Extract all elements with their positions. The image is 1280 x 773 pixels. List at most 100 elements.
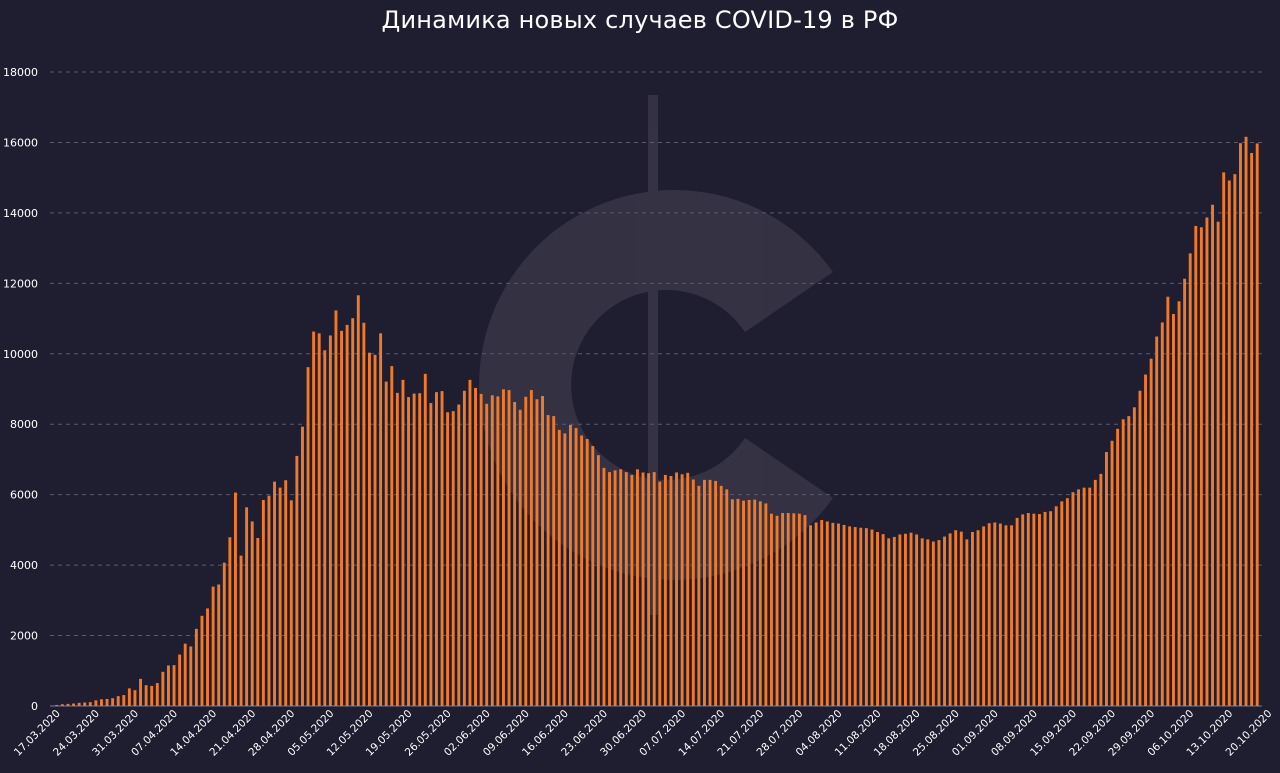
bar [658, 481, 662, 706]
bar [1216, 221, 1220, 706]
y-tick-label: 18000 [3, 66, 38, 79]
bar [552, 416, 556, 706]
bar [122, 695, 126, 706]
bar [407, 397, 410, 706]
bar [356, 295, 360, 706]
bar [859, 527, 863, 706]
bar [686, 472, 690, 706]
bar [1071, 492, 1075, 706]
bar [306, 367, 310, 706]
bar [1082, 487, 1086, 706]
bar [178, 654, 182, 706]
bar [200, 615, 204, 706]
bar [904, 533, 907, 706]
bar [507, 390, 511, 706]
bar [636, 469, 639, 706]
bar [496, 396, 500, 706]
bar [591, 446, 595, 706]
y-tick-label: 0 [31, 700, 38, 713]
bar [1138, 390, 1142, 706]
bar [1149, 358, 1153, 706]
bar [440, 391, 444, 706]
data-label: 15971 [1237, 0, 1272, 3]
bar [468, 379, 472, 706]
bar [546, 415, 550, 706]
bar [228, 537, 232, 706]
bar [931, 541, 935, 706]
bar [730, 499, 734, 706]
bar [150, 685, 154, 706]
bar [569, 424, 572, 706]
bar [451, 411, 455, 706]
bar [345, 324, 349, 706]
bar [301, 426, 304, 706]
bar [267, 495, 271, 706]
x-axis-ticks: 17.03.202024.03.202031.03.202007.04.2020… [12, 708, 1275, 759]
bar [758, 501, 762, 706]
bar [943, 536, 946, 706]
bar [1155, 336, 1159, 706]
bar [982, 526, 986, 706]
bar [1054, 506, 1058, 706]
bar [83, 702, 87, 706]
bar [753, 499, 757, 706]
bar [675, 472, 678, 706]
bar [373, 354, 377, 706]
bar [105, 698, 109, 706]
bar [820, 520, 824, 706]
bar [613, 470, 617, 706]
bar [1250, 153, 1254, 706]
bar [111, 698, 115, 706]
bar [954, 530, 958, 706]
bar [1239, 143, 1242, 706]
bar [541, 396, 544, 706]
bar [809, 525, 812, 706]
bar [1026, 512, 1030, 706]
bar [340, 330, 343, 706]
bar [435, 392, 438, 706]
bar [775, 515, 779, 706]
bar [770, 513, 773, 706]
bar [418, 393, 422, 706]
bar [1144, 374, 1147, 706]
bar [557, 429, 561, 706]
bar [206, 608, 209, 706]
y-axis-ticks: 0 2000 4000 6000 8000 10000 12000 14000 16000 180… [3, 66, 38, 713]
bar [1121, 419, 1125, 706]
bar [1166, 296, 1170, 706]
bar [379, 333, 383, 706]
bar [502, 389, 505, 706]
bar [194, 628, 198, 706]
bar [714, 480, 718, 706]
bar [585, 439, 589, 706]
bar [652, 472, 656, 706]
bar [446, 412, 450, 706]
bar [390, 366, 394, 706]
bar [1004, 525, 1008, 706]
bar [697, 485, 701, 706]
bar [1043, 511, 1047, 706]
bar [915, 534, 919, 706]
bar [624, 472, 628, 706]
bar [831, 522, 835, 706]
y-tick-label: 14000 [3, 207, 38, 220]
bar [295, 455, 299, 706]
y-tick-label: 6000 [10, 489, 38, 502]
bar [881, 534, 885, 706]
bar [959, 531, 963, 706]
bar [1105, 452, 1108, 706]
bar [116, 696, 120, 706]
bar [167, 665, 170, 706]
bar [669, 476, 673, 706]
bar [608, 472, 611, 706]
bar [574, 428, 578, 706]
bar [1110, 440, 1114, 706]
watermark-logo [479, 95, 833, 615]
bar [1049, 511, 1053, 706]
bar [797, 513, 801, 706]
bar [100, 699, 103, 706]
y-tick-label: 2000 [10, 630, 38, 643]
bar [998, 523, 1002, 706]
bar [535, 399, 539, 706]
